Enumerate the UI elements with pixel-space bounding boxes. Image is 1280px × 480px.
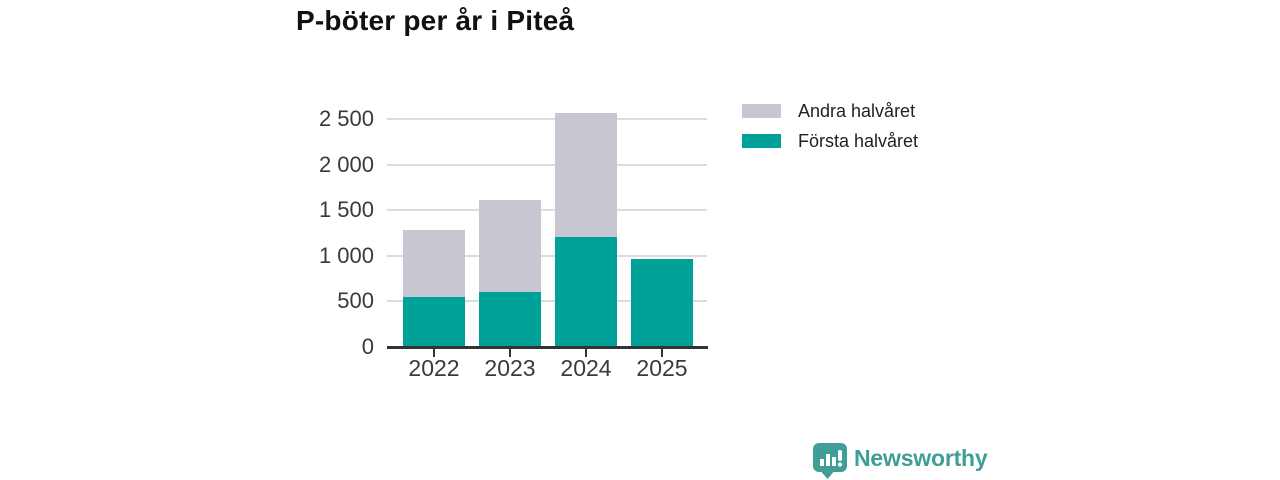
legend-swatch [742,134,781,148]
x-axis-line [387,346,708,349]
bar-segment-2025-s0 [631,258,693,346]
x-tick [585,349,587,357]
bar-segment-2023-s1 [479,200,541,293]
legend-item: Första halvåret [742,126,918,156]
legend: Andra halvåret Första halvåret [742,96,918,156]
x-tick-label-2025: 2025 [636,355,688,381]
legend-label: Andra halvåret [798,100,916,121]
gridline [387,254,707,257]
gridline [387,163,707,166]
x-tick [509,349,511,357]
y-tick-label: 1 000 [318,242,374,268]
legend-label: Första halvåret [798,130,919,151]
gridline [387,209,707,212]
x-tick-label-2024: 2024 [560,355,612,381]
bar-segment-2023-s0 [479,292,541,346]
legend-item: Andra halvåret [742,96,918,126]
bar-segment-2022-s0 [403,297,465,346]
x-tick [661,349,663,357]
bar-segment-2024-s1 [555,112,617,237]
y-tick-label: 0 [361,334,374,359]
y-tick-label: 500 [337,288,374,314]
gridline [387,118,707,120]
x-tick-label-2023: 2023 [484,355,536,381]
y-tick-label: 2 500 [318,106,374,131]
newsworthy-brand-link[interactable]: Newsworthy [813,443,988,479]
newsworthy-logo-icon [813,443,847,479]
gridline [387,300,707,303]
x-tick-label-2022: 2022 [408,355,460,381]
bar-segment-2024-s0 [555,236,617,346]
x-tick [433,349,435,357]
y-tick-label: 2 000 [318,151,374,177]
y-tick-label: 1 500 [318,197,374,223]
newsworthy-wordmark: Newsworthy [854,444,988,471]
bar-segment-2022-s1 [403,229,465,298]
chart-title: P-böter per år i Piteå [296,5,575,36]
legend-swatch [742,104,781,118]
